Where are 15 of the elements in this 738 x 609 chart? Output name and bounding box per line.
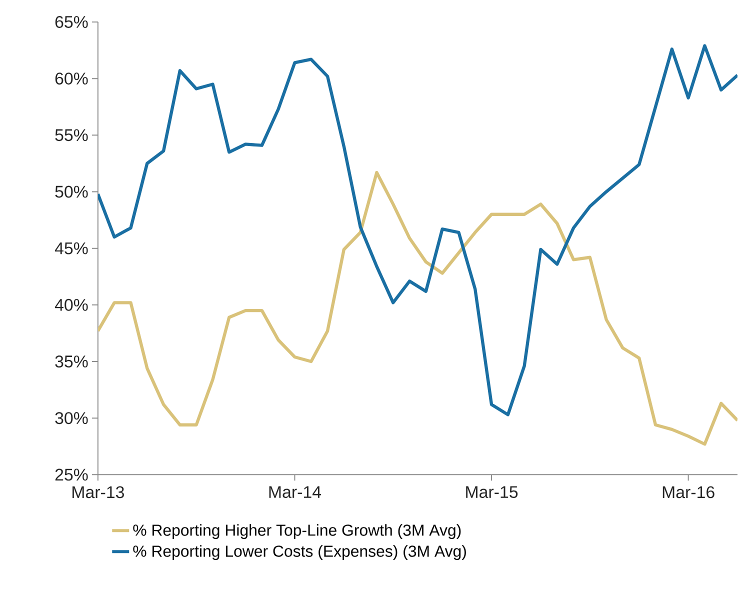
y-tick-label: 30%	[55, 412, 88, 424]
x-tick-label: Mar-15	[466, 486, 518, 498]
legend-label: % Reporting Lower Costs (Expenses) (3M Avg)	[133, 545, 466, 560]
y-tick-label: 35%	[55, 356, 88, 368]
x-tick-label: Mar-13	[72, 486, 124, 498]
y-tick-label: 50%	[55, 186, 88, 198]
y-tick-label: 25%	[55, 468, 88, 481]
y-tick-label: 60%	[55, 72, 88, 85]
legend-label: % Reporting Higher Top-Line Growth (3M Avg)	[133, 524, 461, 540]
y-tick-label: 65%	[55, 16, 88, 28]
y-tick-label: 55%	[55, 129, 88, 142]
y-tick-label: 40%	[54, 299, 88, 312]
x-tick-label: Mar-16	[662, 486, 714, 498]
y-tick-label: 45%	[54, 242, 88, 254]
x-tick-label: Mar-14	[269, 486, 322, 498]
